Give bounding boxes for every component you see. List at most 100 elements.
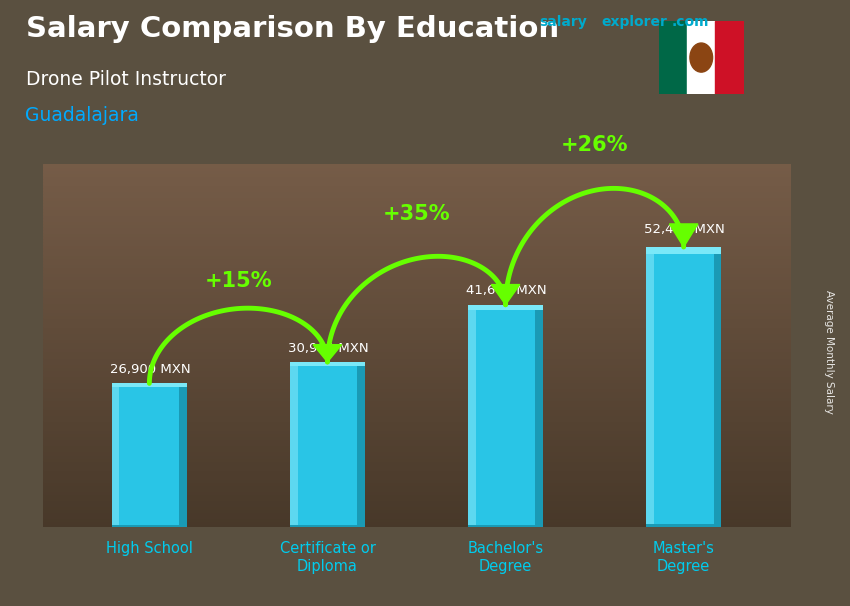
Bar (42, 333, 790, 336)
Bar (42, 442, 790, 445)
Text: +15%: +15% (205, 271, 272, 291)
Bar (42, 312, 790, 315)
Bar (687, 21, 716, 94)
Bar (42, 476, 790, 479)
Bar (42, 200, 790, 203)
Text: 52,400 MXN: 52,400 MXN (644, 224, 725, 236)
Text: 30,900 MXN: 30,900 MXN (288, 342, 369, 355)
Bar (42, 445, 790, 448)
Bar (42, 439, 790, 442)
Bar (42, 424, 790, 427)
Bar (42, 524, 790, 527)
Bar (42, 267, 790, 270)
Bar (42, 376, 790, 379)
Text: .com: .com (672, 15, 709, 29)
Bar (42, 239, 790, 242)
Bar (42, 255, 790, 258)
Bar (42, 294, 790, 297)
Polygon shape (313, 345, 342, 362)
Bar (42, 306, 790, 309)
Bar (357, 362, 365, 527)
Bar (42, 342, 790, 345)
Bar (42, 230, 790, 233)
Bar (42, 318, 790, 321)
Bar (42, 373, 790, 376)
Text: Guadalajara: Guadalajara (26, 106, 139, 125)
Bar (42, 264, 790, 267)
Bar (42, 185, 790, 188)
Bar (290, 525, 365, 527)
Bar (42, 451, 790, 454)
Bar (42, 206, 790, 209)
Bar (42, 382, 790, 385)
Bar (646, 247, 721, 254)
Bar (42, 173, 790, 176)
Bar (42, 330, 790, 333)
Bar (42, 515, 790, 518)
Bar (42, 261, 790, 264)
Bar (42, 448, 790, 451)
Bar (42, 433, 790, 436)
Bar (42, 251, 790, 255)
Text: Drone Pilot Instructor: Drone Pilot Instructor (26, 70, 225, 88)
Bar (42, 400, 790, 403)
Bar (42, 461, 790, 464)
Text: explorer: explorer (601, 15, 666, 29)
Bar (42, 215, 790, 218)
Bar (112, 384, 120, 527)
Bar (42, 491, 790, 494)
Bar (42, 227, 790, 230)
Bar (42, 358, 790, 361)
Polygon shape (491, 285, 520, 305)
Bar (42, 412, 790, 415)
Bar (42, 370, 790, 373)
Bar (42, 276, 790, 279)
Bar (42, 497, 790, 500)
Bar (659, 21, 687, 94)
Bar (42, 224, 790, 227)
Bar (646, 247, 721, 527)
Circle shape (690, 43, 712, 72)
Bar (112, 384, 187, 387)
Bar (42, 339, 790, 342)
Bar (42, 288, 790, 291)
Bar (42, 270, 790, 273)
Text: Salary Comparison By Education: Salary Comparison By Education (26, 15, 558, 43)
Bar (42, 355, 790, 358)
Bar (290, 362, 365, 366)
Bar (42, 464, 790, 467)
Bar (42, 176, 790, 179)
Bar (42, 291, 790, 294)
Bar (42, 394, 790, 397)
Bar (468, 305, 543, 527)
Polygon shape (670, 224, 698, 247)
Bar (42, 236, 790, 239)
Bar (42, 488, 790, 491)
Bar (42, 279, 790, 282)
Bar (42, 315, 790, 318)
Bar (42, 191, 790, 194)
Bar (42, 273, 790, 276)
Bar (42, 348, 790, 351)
Bar (42, 258, 790, 261)
Bar (42, 242, 790, 245)
Bar (42, 324, 790, 327)
Bar (42, 479, 790, 482)
Bar (42, 300, 790, 303)
Bar (42, 427, 790, 430)
Bar (42, 385, 790, 388)
Bar (42, 170, 790, 173)
Bar (42, 167, 790, 170)
Bar (42, 164, 790, 167)
Bar (42, 518, 790, 521)
Bar (646, 247, 654, 527)
Text: +35%: +35% (382, 204, 450, 224)
Bar (42, 282, 790, 285)
Bar (42, 494, 790, 497)
Bar (42, 482, 790, 485)
Text: 26,900 MXN: 26,900 MXN (110, 363, 190, 376)
Bar (42, 327, 790, 330)
Bar (42, 309, 790, 312)
Bar (42, 212, 790, 215)
Bar (112, 525, 187, 527)
